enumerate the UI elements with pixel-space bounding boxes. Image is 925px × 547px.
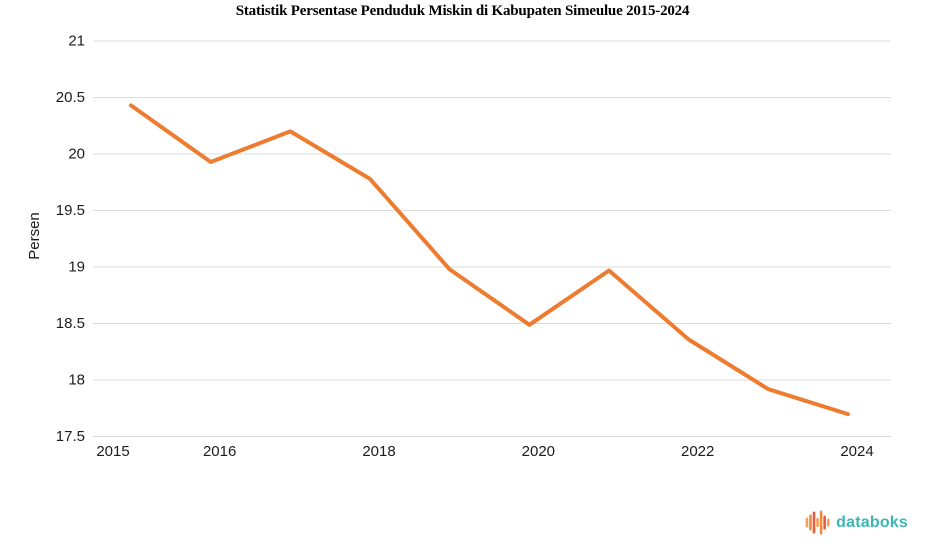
databoks-logo-icon — [805, 510, 830, 535]
x-axis-tick-label: 2016 — [203, 443, 236, 460]
y-axis-tick-label: 19 — [68, 259, 85, 276]
data-line — [129, 103, 850, 417]
chart-title: Statistik Persentase Penduduk Miskin di … — [235, 3, 690, 19]
y-axis-tick-label: 17.5 — [56, 428, 85, 445]
x-axis-tick-label: 2024 — [840, 443, 873, 460]
y-axis-tick-label: 18 — [68, 372, 85, 389]
pulse-bar — [827, 518, 830, 527]
pulse-bar — [823, 515, 827, 530]
pulse-bar — [809, 514, 812, 531]
x-axis-tick-label: 2018 — [362, 443, 395, 460]
y-axis-tick-label: 18.5 — [56, 315, 85, 332]
pulse-bar — [812, 511, 816, 534]
pulse-bar — [816, 518, 820, 527]
x-axis-tick-label: 2022 — [681, 443, 714, 460]
y-axis-tick-label: 20.5 — [56, 89, 85, 106]
x-axis-tick-label: 2020 — [522, 443, 555, 460]
pulse-bar — [805, 517, 809, 528]
databoks-wordmark: databoks — [836, 513, 908, 531]
y-axis-title: Persen — [26, 212, 43, 260]
y-axis-tick-label: 19.5 — [56, 202, 85, 219]
x-axis-tick-label: 2015 — [96, 443, 129, 460]
databoks-logo: databoks — [805, 509, 908, 536]
pulse-bar — [819, 510, 823, 535]
y-axis-tick-label: 21 — [68, 33, 85, 50]
y-axis-tick-label: 20 — [68, 146, 85, 163]
